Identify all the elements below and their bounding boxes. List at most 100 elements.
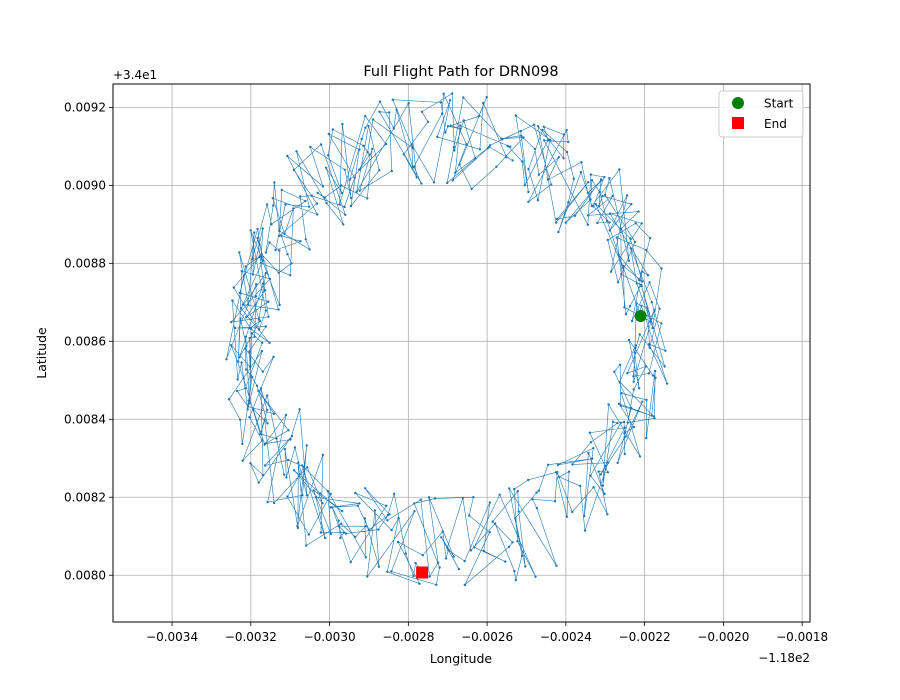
flight-point: [639, 283, 643, 286]
flight-point: [292, 168, 296, 172]
flight-point: [509, 145, 512, 148]
flight-point: [508, 487, 511, 490]
flight-point: [640, 304, 643, 307]
flight-point: [548, 138, 552, 141]
flight-point: [264, 271, 268, 275]
flight-point: [257, 328, 261, 331]
flight-point: [280, 234, 283, 237]
flight-point: [358, 148, 361, 151]
flight-point: [261, 474, 265, 477]
flight-point: [660, 322, 663, 325]
flight-point: [599, 178, 603, 181]
x-offset-label: −1.18e2: [758, 651, 810, 665]
flight-point: [432, 181, 436, 184]
flight-point: [339, 536, 342, 540]
flight-point: [616, 281, 620, 284]
flight-point: [516, 490, 519, 493]
flight-point: [362, 144, 365, 147]
flight-point: [249, 229, 252, 232]
flight-point: [647, 343, 651, 346]
flight-point: [633, 351, 636, 354]
flight-point: [312, 489, 315, 492]
flight-point: [339, 522, 343, 525]
flight-point: [583, 529, 587, 532]
flight-point: [378, 100, 382, 103]
flight-point: [259, 262, 263, 265]
flight-point: [433, 497, 437, 500]
flight-point: [436, 561, 440, 564]
flight-point: [371, 147, 374, 151]
flight-point: [261, 439, 264, 442]
flight-point: [592, 486, 595, 489]
flight-point: [390, 169, 393, 173]
flight-point: [629, 247, 632, 250]
flight-point: [603, 193, 607, 197]
flight-point: [245, 344, 248, 348]
flight-point: [242, 377, 245, 380]
flight-point: [289, 274, 292, 277]
end-marker: [416, 566, 429, 579]
flight-point: [249, 374, 252, 377]
y-tick-label: 0.0092: [64, 101, 106, 115]
flight-point: [446, 125, 450, 128]
flight-point: [641, 400, 644, 403]
flight-point: [646, 306, 649, 310]
flight-point: [241, 459, 244, 462]
flight-point: [410, 143, 413, 146]
flight-point: [326, 489, 329, 493]
flight-point: [467, 514, 471, 517]
flight-point: [246, 405, 250, 408]
flight-point: [290, 262, 293, 265]
flight-point: [342, 223, 345, 226]
flight-point: [407, 102, 410, 105]
flight-point: [613, 370, 616, 373]
flight-point: [557, 156, 560, 159]
flight-point: [321, 502, 324, 505]
flight-point: [341, 122, 344, 126]
flight-point: [638, 387, 641, 390]
flight-point: [412, 165, 416, 168]
flight-point: [340, 509, 344, 513]
flight-point: [314, 496, 318, 499]
flight-point: [253, 231, 256, 234]
flight-point: [441, 530, 444, 533]
flight-point: [427, 496, 431, 499]
flight-point: [653, 308, 656, 312]
flight-point: [527, 168, 530, 171]
flight-point: [608, 212, 612, 215]
flight-point: [623, 452, 626, 456]
flight-point: [616, 461, 619, 465]
flight-point: [446, 181, 449, 185]
flight-point: [371, 118, 375, 121]
flight-point: [337, 519, 340, 522]
flight-point: [618, 168, 621, 171]
flight-point: [565, 128, 568, 132]
flight-point: [624, 435, 627, 438]
flight-point: [337, 524, 340, 528]
flight-point: [438, 566, 441, 569]
flight-point: [323, 196, 326, 199]
flight-point: [541, 128, 544, 132]
flight-point: [329, 506, 332, 509]
flight-point: [385, 504, 388, 507]
flight-point: [536, 125, 540, 128]
flight-point: [615, 236, 619, 239]
flight-point: [367, 124, 370, 128]
flight-point: [504, 560, 507, 563]
flight-point: [603, 492, 606, 495]
flight-point: [259, 432, 262, 436]
flight-point: [244, 387, 247, 390]
flight-point: [227, 398, 231, 401]
flight-point: [436, 135, 439, 139]
flight-point: [270, 223, 273, 226]
flight-point: [319, 492, 322, 495]
flight-point: [278, 249, 281, 252]
flight-point: [402, 153, 405, 156]
y-tick-label: 0.0088: [64, 257, 106, 271]
x-axis-ticks: −0.0034 −0.0032 −0.0030 −0.0028 −0.0026 −0.00…: [146, 622, 828, 644]
flight-point: [640, 222, 643, 225]
flight-point: [554, 221, 558, 224]
flight-point: [261, 341, 264, 344]
flight-point: [645, 436, 648, 440]
flight-point: [620, 273, 623, 276]
